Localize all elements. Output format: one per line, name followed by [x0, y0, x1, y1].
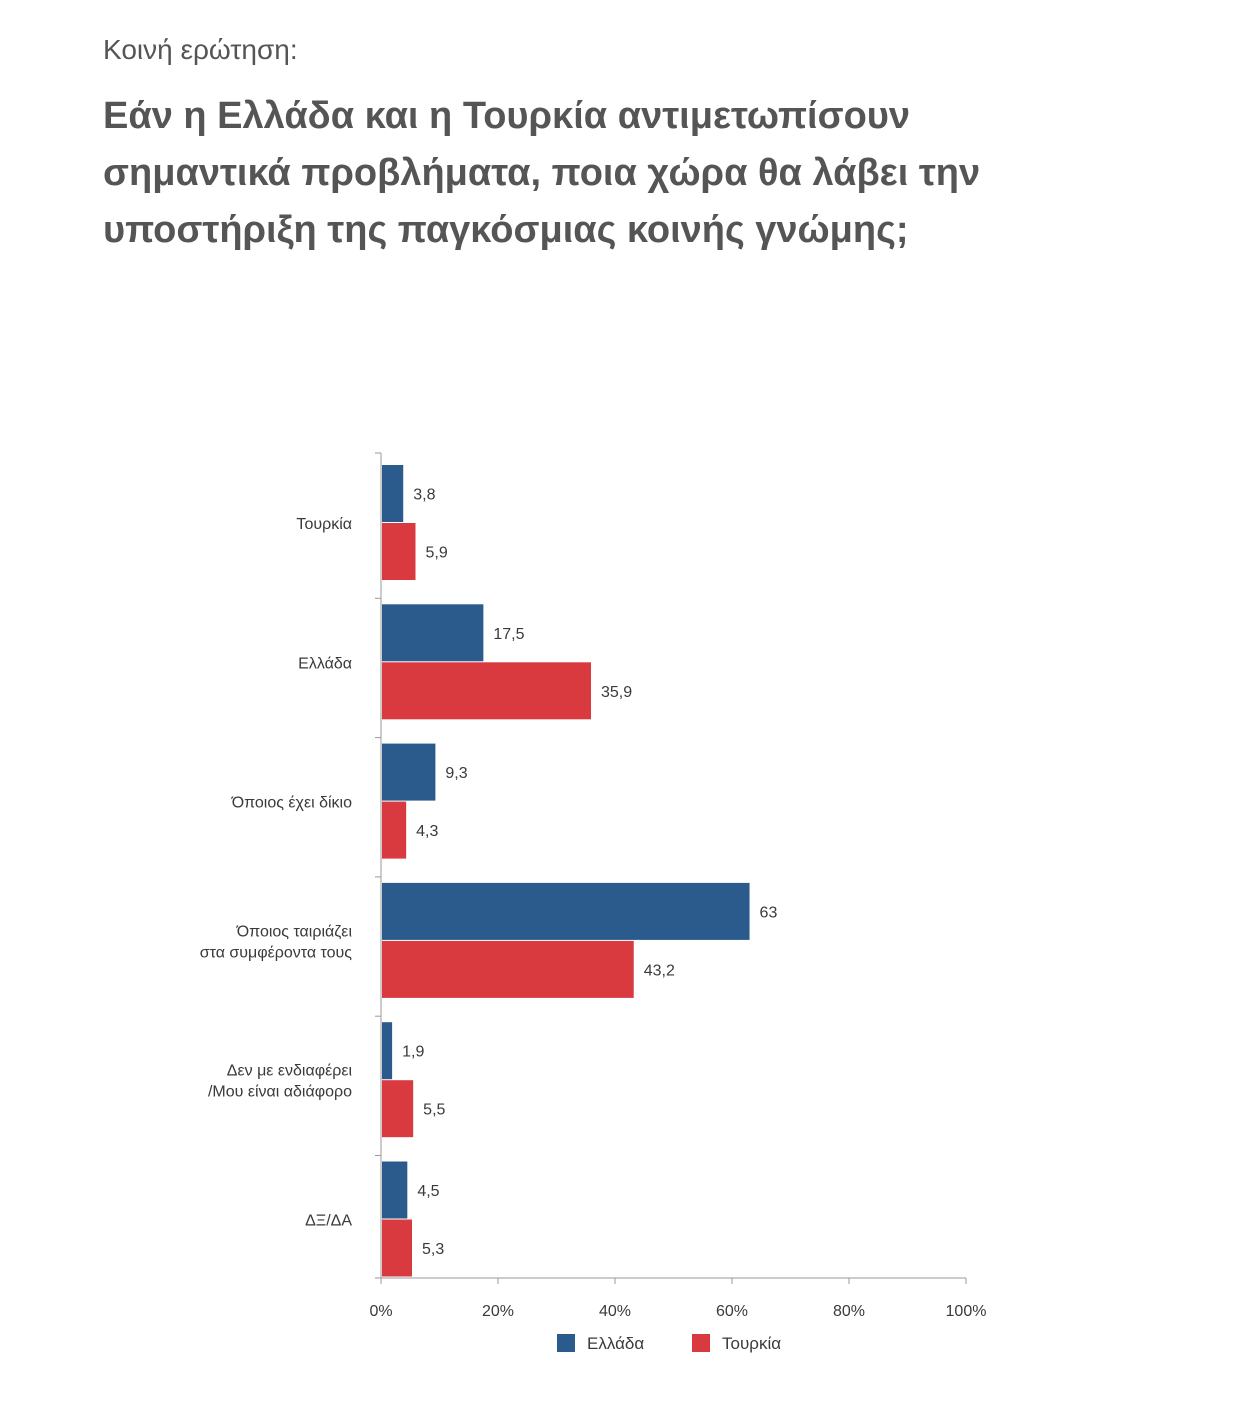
bar-turkey [382, 1219, 413, 1277]
data-label: 5,3 [422, 1241, 444, 1258]
x-tick-label: 60% [716, 1303, 748, 1320]
x-tick-label: 20% [482, 1303, 514, 1320]
data-label: 4,3 [416, 823, 438, 840]
data-label: 1,9 [402, 1044, 424, 1061]
bar-greece [382, 604, 484, 662]
legend-swatch [557, 1334, 575, 1352]
x-tick-label: 80% [833, 1303, 865, 1320]
data-label: 5,5 [423, 1102, 445, 1119]
chart-subtitle: Κοινή ερώτηση: [103, 34, 298, 65]
data-label: 9,3 [445, 765, 467, 782]
data-label: 4,5 [417, 1183, 439, 1200]
x-tick-label: 40% [599, 1303, 631, 1320]
legend-label: Ελλάδα [587, 1334, 644, 1353]
data-label: 35,9 [601, 684, 632, 701]
chart-axes: 0% 20% 40% 60% 80% 100% [369, 452, 987, 1320]
bar-turkey [382, 523, 416, 580]
chart-labels: 3,8 5,9 Τουρκία 17,5 35,9 Ελλάδα 9,3 4,3 Όποιος … [200, 487, 778, 1259]
category-label: Δεν με ενδιαφέρει [227, 1063, 353, 1080]
x-tick-label: 0% [369, 1303, 392, 1320]
bar-greece [382, 1161, 408, 1219]
bar-turkey [382, 1080, 414, 1138]
category-label: Όποιος ταιριάζει [236, 923, 353, 940]
bar-greece [382, 465, 404, 522]
x-tick-label: 100% [946, 1303, 987, 1320]
category-label: Ελλάδα [298, 655, 352, 672]
data-label: 3,8 [413, 487, 435, 504]
bar-turkey [382, 662, 592, 720]
category-label: Τουρκία [296, 516, 352, 533]
category-label: /Μου είναι αδιάφορο [208, 1084, 352, 1101]
chart-legend: Ελλάδα Τουρκία [557, 1334, 781, 1353]
data-label: 5,9 [426, 545, 448, 562]
bar-turkey [382, 940, 634, 998]
chart-title: Εάν η Ελλάδα και η Τουρκία αντιμετωπίσου… [103, 95, 981, 251]
bar-greece [382, 1022, 393, 1080]
category-label: στα συμφέροντα τους [200, 944, 353, 961]
bar-turkey [382, 801, 407, 859]
category-label: ΔΞ/ΔΑ [305, 1213, 352, 1230]
data-label: 17,5 [493, 626, 524, 643]
bar-greece [382, 882, 750, 940]
data-label: 43,2 [644, 962, 675, 979]
category-label: Όποιος έχει δίκιο [231, 795, 352, 812]
bar-greece [382, 743, 436, 801]
data-label: 63 [760, 904, 778, 921]
legend-label: Τουρκία [722, 1334, 781, 1353]
legend-swatch [692, 1334, 710, 1352]
chart-bars [382, 465, 750, 1277]
